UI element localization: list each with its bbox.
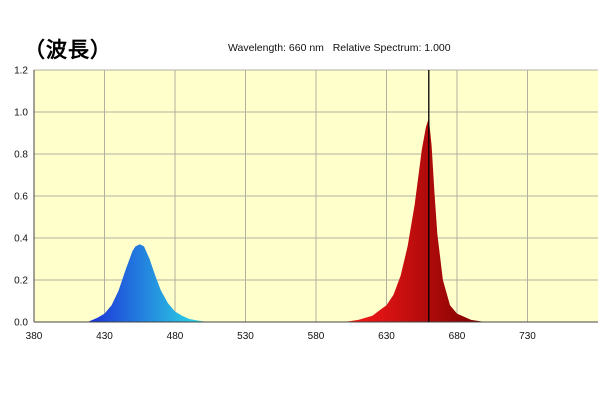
wavelength-readout: Wavelength: 660 nm bbox=[228, 42, 324, 54]
x-tick-label: 680 bbox=[449, 331, 466, 342]
y-tick-label: 0.8 bbox=[14, 150, 28, 161]
x-tick-label: 530 bbox=[237, 331, 254, 342]
tick-labels: 0.0 0.2 0.4 0.6 0.8 1.0 1.2 380 430 480 530 580 630 6… bbox=[14, 66, 536, 343]
spectrum-peak-2 bbox=[344, 118, 486, 322]
cursor-readout: Wavelength: 660 nm Relative Spectrum: 1.… bbox=[228, 42, 451, 54]
y-tick-label: 1.2 bbox=[14, 66, 28, 77]
x-tick-label: 480 bbox=[167, 331, 184, 342]
y-tick-label: 0.2 bbox=[14, 276, 28, 287]
x-tick-label: 430 bbox=[96, 331, 113, 342]
page-title: （波長） bbox=[24, 38, 112, 62]
x-tick-label: 630 bbox=[378, 331, 395, 342]
y-tick-label: 0.0 bbox=[14, 318, 28, 329]
y-tick-label: 0.6 bbox=[14, 192, 28, 203]
y-tick-label: 1.0 bbox=[14, 108, 28, 119]
spectrum-peak-1 bbox=[87, 244, 211, 322]
x-tick-label: 380 bbox=[26, 331, 43, 342]
x-tick-label: 580 bbox=[308, 331, 325, 342]
x-tick-label: 730 bbox=[519, 331, 536, 342]
axes bbox=[33, 70, 598, 323]
relative-spectrum-readout: Relative Spectrum: 1.000 bbox=[332, 42, 451, 54]
series-layer bbox=[87, 118, 486, 322]
y-tick-label: 0.4 bbox=[14, 234, 28, 245]
